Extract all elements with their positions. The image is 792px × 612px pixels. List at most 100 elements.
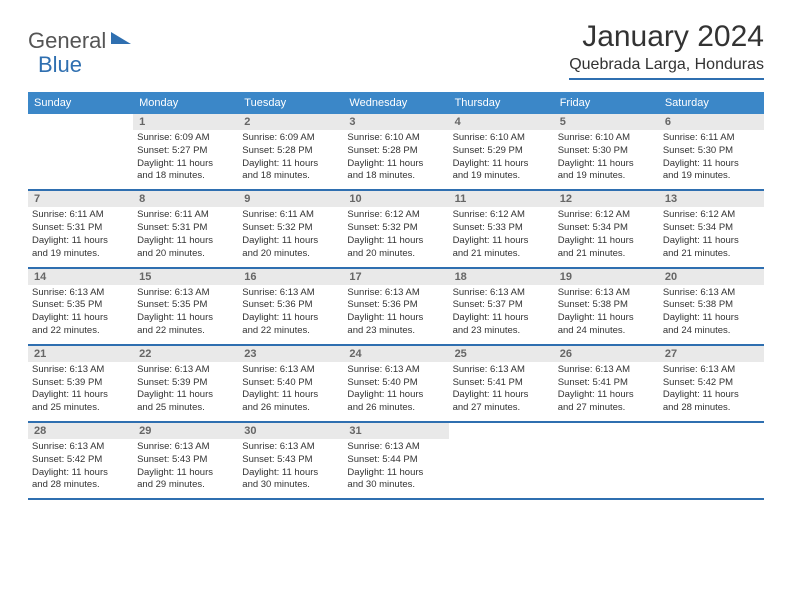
sunrise-text: Sunrise: 6:13 AM — [558, 364, 655, 377]
sunset-text: Sunset: 5:39 PM — [137, 377, 234, 390]
daylight-line1: Daylight: 11 hours — [453, 158, 550, 171]
daylight-line1: Daylight: 11 hours — [137, 158, 234, 171]
calendar-cell — [449, 423, 554, 498]
sunrise-text: Sunrise: 6:09 AM — [137, 132, 234, 145]
cell-body: Sunrise: 6:11 AMSunset: 5:32 PMDaylight:… — [238, 207, 343, 266]
sunset-text: Sunset: 5:38 PM — [663, 299, 760, 312]
calendar-cell: 29Sunrise: 6:13 AMSunset: 5:43 PMDayligh… — [133, 423, 238, 498]
sunrise-text: Sunrise: 6:10 AM — [453, 132, 550, 145]
daylight-line1: Daylight: 11 hours — [663, 158, 760, 171]
calendar-cell: 6Sunrise: 6:11 AMSunset: 5:30 PMDaylight… — [659, 114, 764, 189]
daylight-line1: Daylight: 11 hours — [663, 312, 760, 325]
daylight-line1: Daylight: 11 hours — [347, 235, 444, 248]
day-header-row: SundayMondayTuesdayWednesdayThursdayFrid… — [28, 92, 764, 114]
day-number: 28 — [28, 423, 133, 439]
daylight-line1: Daylight: 11 hours — [32, 467, 129, 480]
cell-body: Sunrise: 6:12 AMSunset: 5:34 PMDaylight:… — [554, 207, 659, 266]
sunrise-text: Sunrise: 6:13 AM — [453, 287, 550, 300]
sunrise-text: Sunrise: 6:11 AM — [663, 132, 760, 145]
daylight-line1: Daylight: 11 hours — [137, 389, 234, 402]
day-header: Tuesday — [238, 92, 343, 114]
day-header: Sunday — [28, 92, 133, 114]
cell-body: Sunrise: 6:12 AMSunset: 5:33 PMDaylight:… — [449, 207, 554, 266]
daylight-line1: Daylight: 11 hours — [453, 312, 550, 325]
sunrise-text: Sunrise: 6:13 AM — [347, 364, 444, 377]
sunset-text: Sunset: 5:40 PM — [347, 377, 444, 390]
sunrise-text: Sunrise: 6:13 AM — [663, 287, 760, 300]
sunrise-text: Sunrise: 6:13 AM — [558, 287, 655, 300]
daylight-line2: and 22 minutes. — [242, 325, 339, 338]
daylight-line1: Daylight: 11 hours — [347, 467, 444, 480]
daylight-line1: Daylight: 11 hours — [137, 235, 234, 248]
sunrise-text: Sunrise: 6:13 AM — [137, 287, 234, 300]
calendar-cell: 9Sunrise: 6:11 AMSunset: 5:32 PMDaylight… — [238, 191, 343, 266]
sunset-text: Sunset: 5:33 PM — [453, 222, 550, 235]
cell-body: Sunrise: 6:13 AMSunset: 5:41 PMDaylight:… — [449, 362, 554, 421]
calendar-cell: 27Sunrise: 6:13 AMSunset: 5:42 PMDayligh… — [659, 346, 764, 421]
sunrise-text: Sunrise: 6:13 AM — [32, 287, 129, 300]
sunrise-text: Sunrise: 6:12 AM — [558, 209, 655, 222]
daylight-line2: and 27 minutes. — [558, 402, 655, 415]
brand-logo: General — [28, 28, 133, 54]
daylight-line1: Daylight: 11 hours — [453, 235, 550, 248]
week-row: 7Sunrise: 6:11 AMSunset: 5:31 PMDaylight… — [28, 191, 764, 268]
calendar-cell: 20Sunrise: 6:13 AMSunset: 5:38 PMDayligh… — [659, 269, 764, 344]
calendar-cell: 4Sunrise: 6:10 AMSunset: 5:29 PMDaylight… — [449, 114, 554, 189]
daylight-line2: and 18 minutes. — [242, 170, 339, 183]
week-row: 28Sunrise: 6:13 AMSunset: 5:42 PMDayligh… — [28, 423, 764, 500]
cell-body: Sunrise: 6:13 AMSunset: 5:44 PMDaylight:… — [343, 439, 448, 498]
calendar-cell: 30Sunrise: 6:13 AMSunset: 5:43 PMDayligh… — [238, 423, 343, 498]
daylight-line2: and 22 minutes. — [32, 325, 129, 338]
sunset-text: Sunset: 5:44 PM — [347, 454, 444, 467]
day-number: 6 — [659, 114, 764, 130]
day-number: 26 — [554, 346, 659, 362]
sunset-text: Sunset: 5:39 PM — [32, 377, 129, 390]
day-number: 25 — [449, 346, 554, 362]
cell-body: Sunrise: 6:13 AMSunset: 5:38 PMDaylight:… — [554, 285, 659, 344]
sunset-text: Sunset: 5:43 PM — [137, 454, 234, 467]
sunrise-text: Sunrise: 6:11 AM — [137, 209, 234, 222]
cell-body: Sunrise: 6:13 AMSunset: 5:41 PMDaylight:… — [554, 362, 659, 421]
cell-body: Sunrise: 6:13 AMSunset: 5:38 PMDaylight:… — [659, 285, 764, 344]
sunset-text: Sunset: 5:41 PM — [453, 377, 550, 390]
daylight-line1: Daylight: 11 hours — [663, 235, 760, 248]
cell-body: Sunrise: 6:13 AMSunset: 5:43 PMDaylight:… — [238, 439, 343, 498]
sunset-text: Sunset: 5:34 PM — [663, 222, 760, 235]
calendar-cell: 26Sunrise: 6:13 AMSunset: 5:41 PMDayligh… — [554, 346, 659, 421]
daylight-line2: and 29 minutes. — [137, 479, 234, 492]
daylight-line2: and 25 minutes. — [32, 402, 129, 415]
sunrise-text: Sunrise: 6:11 AM — [242, 209, 339, 222]
daylight-line2: and 23 minutes. — [453, 325, 550, 338]
daylight-line2: and 28 minutes. — [663, 402, 760, 415]
daylight-line2: and 24 minutes. — [558, 325, 655, 338]
daylight-line2: and 18 minutes. — [137, 170, 234, 183]
day-number: 5 — [554, 114, 659, 130]
daylight-line2: and 19 minutes. — [453, 170, 550, 183]
daylight-line1: Daylight: 11 hours — [242, 158, 339, 171]
day-number: 31 — [343, 423, 448, 439]
day-number — [28, 114, 133, 130]
daylight-line2: and 30 minutes. — [347, 479, 444, 492]
calendar-cell: 19Sunrise: 6:13 AMSunset: 5:38 PMDayligh… — [554, 269, 659, 344]
cell-body: Sunrise: 6:12 AMSunset: 5:34 PMDaylight:… — [659, 207, 764, 266]
sunset-text: Sunset: 5:35 PM — [32, 299, 129, 312]
day-number: 15 — [133, 269, 238, 285]
cell-body: Sunrise: 6:13 AMSunset: 5:39 PMDaylight:… — [28, 362, 133, 421]
daylight-line2: and 26 minutes. — [347, 402, 444, 415]
calendar-cell: 8Sunrise: 6:11 AMSunset: 5:31 PMDaylight… — [133, 191, 238, 266]
daylight-line1: Daylight: 11 hours — [32, 389, 129, 402]
calendar-grid: SundayMondayTuesdayWednesdayThursdayFrid… — [28, 92, 764, 500]
cell-body: Sunrise: 6:13 AMSunset: 5:35 PMDaylight:… — [28, 285, 133, 344]
daylight-line2: and 19 minutes. — [663, 170, 760, 183]
sunrise-text: Sunrise: 6:13 AM — [242, 364, 339, 377]
cell-body: Sunrise: 6:13 AMSunset: 5:36 PMDaylight:… — [238, 285, 343, 344]
day-number: 7 — [28, 191, 133, 207]
sunset-text: Sunset: 5:30 PM — [558, 145, 655, 158]
sunrise-text: Sunrise: 6:13 AM — [242, 287, 339, 300]
day-number — [554, 423, 659, 439]
sunset-text: Sunset: 5:32 PM — [242, 222, 339, 235]
week-row: 21Sunrise: 6:13 AMSunset: 5:39 PMDayligh… — [28, 346, 764, 423]
cell-body: Sunrise: 6:10 AMSunset: 5:28 PMDaylight:… — [343, 130, 448, 189]
sunset-text: Sunset: 5:40 PM — [242, 377, 339, 390]
sunrise-text: Sunrise: 6:10 AM — [347, 132, 444, 145]
